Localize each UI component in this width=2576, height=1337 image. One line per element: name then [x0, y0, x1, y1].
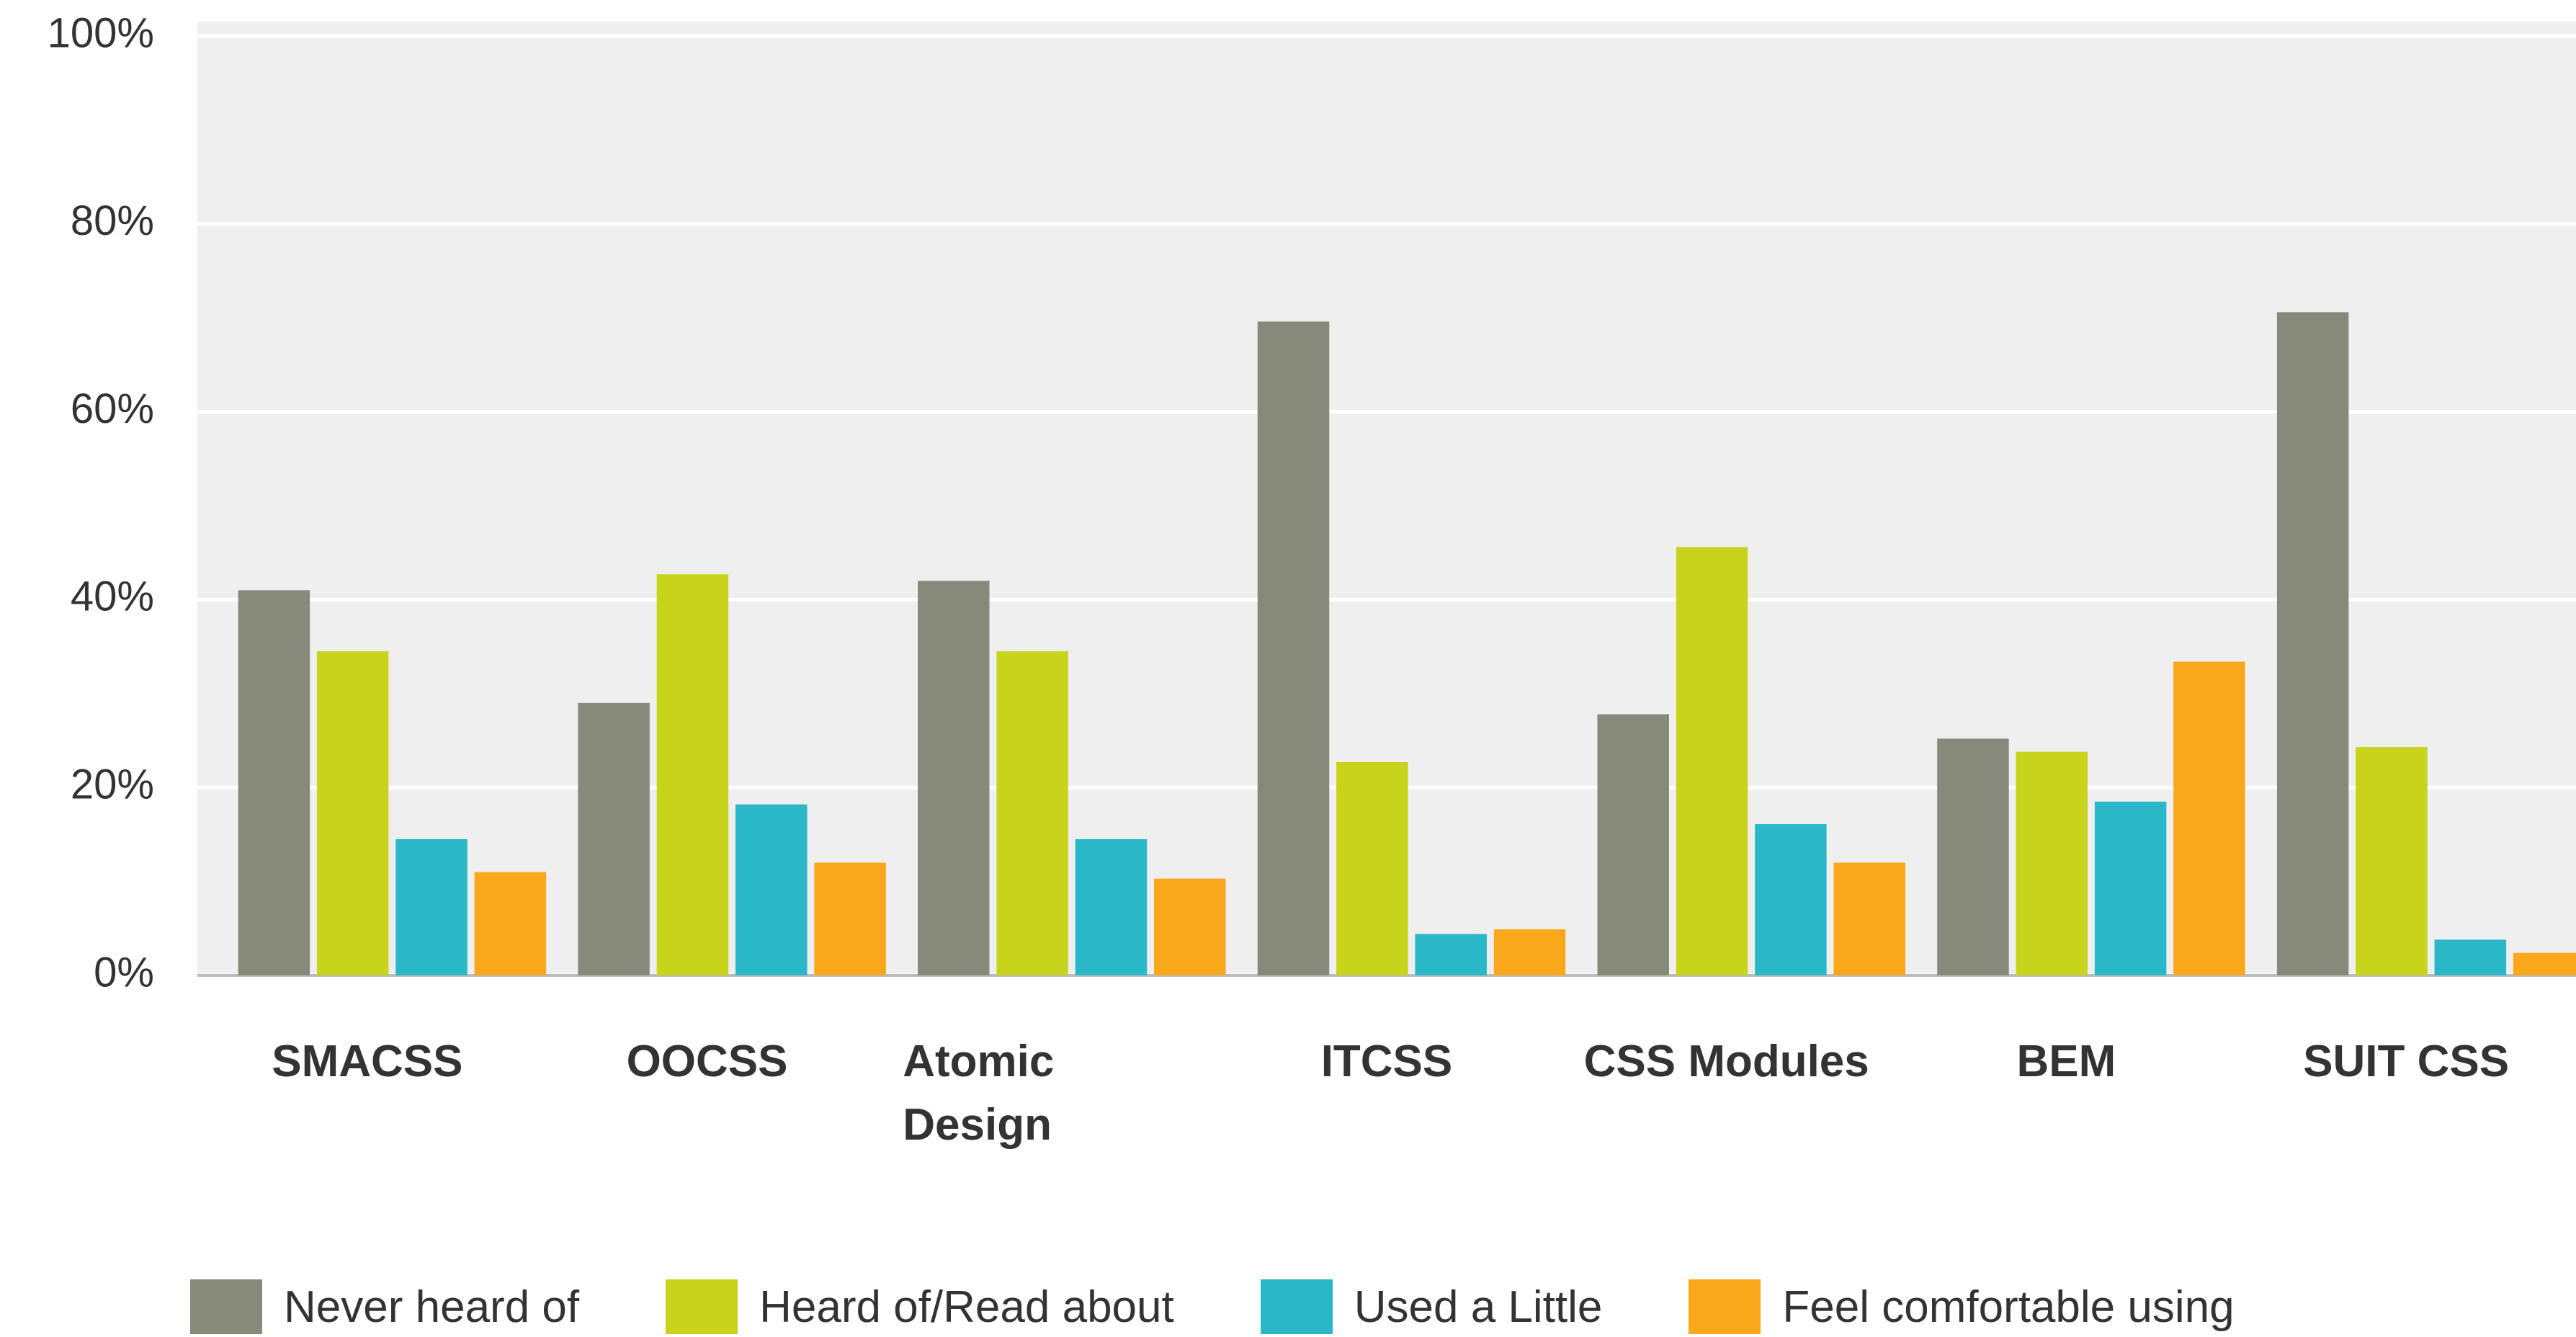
- legend-swatch: [1260, 1279, 1333, 1334]
- x-tick-label-box: OOCSS: [537, 1030, 877, 1094]
- legend-item: Never heard of: [190, 1279, 579, 1334]
- bar: [2356, 747, 2428, 975]
- bar: [1154, 878, 1226, 975]
- x-tick-label-box: ITCSS: [1217, 1030, 1557, 1094]
- bar: [578, 702, 650, 975]
- bar: [1415, 934, 1487, 975]
- y-tick-label: 100%: [48, 9, 154, 56]
- legend-item: Used a Little: [1260, 1279, 1603, 1334]
- bar: [1257, 321, 1330, 975]
- bar: [1597, 714, 1669, 975]
- bar: [735, 804, 808, 975]
- x-tick-label-box: SMACSS: [197, 1030, 537, 1094]
- x-tick-label-box: Atomic Design: [877, 1030, 1217, 1157]
- bar: [1676, 547, 1748, 975]
- x-tick-label: CSS Modules: [1583, 1037, 1869, 1086]
- bar: [996, 651, 1068, 975]
- x-tick-label: SMACSS: [272, 1037, 463, 1086]
- bar: [918, 581, 990, 975]
- legend-label: Never heard of: [284, 1282, 580, 1332]
- legend-item: Feel comfortable using: [1689, 1279, 2235, 1334]
- bar: [1493, 929, 1566, 975]
- bar: [1833, 862, 1905, 975]
- x-tick-label: ITCSS: [1320, 1037, 1453, 1086]
- bar: [2094, 801, 2167, 975]
- bar: [814, 862, 886, 975]
- bar: [656, 574, 729, 975]
- x-tick-label-box: SUIT CSS: [2236, 1030, 2576, 1094]
- bar: [1075, 839, 1148, 975]
- bar: [474, 872, 547, 975]
- x-tick-label: Atomic Design: [903, 1037, 1055, 1150]
- legend-swatch: [666, 1279, 738, 1334]
- bar: [2173, 661, 2245, 975]
- bar: [2434, 939, 2507, 975]
- bar: [1937, 738, 2009, 975]
- bar: [395, 839, 468, 975]
- legend-swatch: [190, 1279, 262, 1334]
- x-tick-label: OOCSS: [626, 1037, 788, 1086]
- bar: [2276, 312, 2349, 976]
- legend-swatch: [1689, 1279, 1761, 1334]
- x-tick-label-box: BEM: [1897, 1030, 2237, 1094]
- legend: Never heard of Heard of/Read about Used a …: [190, 1279, 2321, 1334]
- legend-label: Used a Little: [1354, 1282, 1603, 1332]
- bar: [1755, 824, 1827, 975]
- x-tick-label-box: CSS Modules: [1557, 1030, 1897, 1094]
- y-tick-label: 20%: [71, 761, 154, 808]
- y-tick-label: 40%: [71, 573, 154, 620]
- legend-label: Heard of/Read about: [759, 1282, 1174, 1332]
- bar: [238, 590, 310, 975]
- bar: [316, 651, 389, 975]
- plot-area: 0% 20% 40% 60% 80% 100%: [48, 9, 2576, 996]
- legend-item: Heard of/Read about: [666, 1279, 1174, 1334]
- y-tick-label: 80%: [71, 197, 154, 244]
- x-tick-label: BEM: [2016, 1037, 2116, 1086]
- bar: [1336, 761, 1408, 975]
- bar: [2513, 952, 2576, 975]
- x-tick-label: SUIT CSS: [2303, 1037, 2510, 1086]
- legend-label: Feel comfortable using: [1782, 1282, 2235, 1332]
- y-tick-label: 0%: [94, 949, 154, 996]
- bar: [2016, 751, 2088, 975]
- y-tick-label: 60%: [71, 385, 154, 432]
